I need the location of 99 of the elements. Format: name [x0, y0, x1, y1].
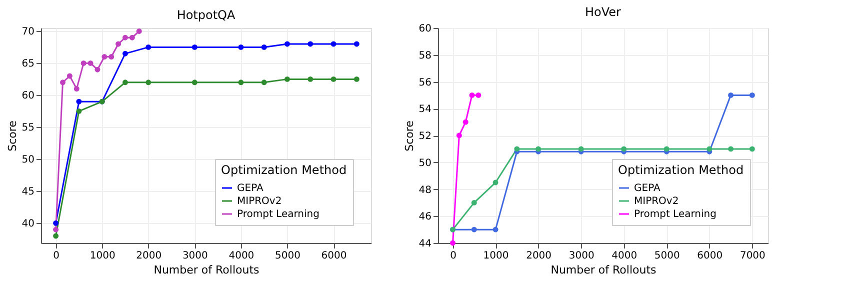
point: [53, 226, 59, 232]
x-tick-label: 7000: [740, 250, 766, 262]
point: [471, 200, 477, 206]
y-tick-label: 45: [22, 186, 34, 198]
y-tick-label: 60: [22, 90, 34, 102]
point: [146, 44, 152, 50]
point: [308, 76, 314, 82]
point: [261, 80, 267, 86]
point: [330, 76, 336, 82]
legend-label: Prompt Learning: [237, 209, 320, 220]
point: [578, 146, 584, 152]
point: [308, 41, 314, 47]
point: [492, 180, 498, 186]
point: [749, 92, 755, 98]
chart-title: HotpotQA: [176, 8, 236, 22]
legend-label: MIPROv2: [634, 196, 679, 207]
point: [469, 92, 475, 98]
point: [192, 80, 198, 86]
point: [108, 54, 114, 60]
x-tick-label: 6000: [321, 250, 347, 262]
legend-label: GEPA: [634, 183, 660, 194]
y-tick-label: 44: [418, 238, 432, 250]
point: [354, 76, 360, 82]
y-tick-label: 50: [418, 158, 432, 169]
x-axis-title: Number of Rollouts: [154, 264, 260, 276]
point: [53, 233, 59, 239]
y-tick-label: 56: [418, 77, 432, 88]
point: [621, 146, 627, 152]
legend-label: Prompt Learning: [634, 209, 716, 220]
x-tick-label: 5000: [654, 250, 680, 262]
point: [53, 220, 59, 226]
x-tick-label: 3000: [568, 250, 594, 262]
point: [146, 80, 152, 86]
x-tick-label: 3000: [182, 250, 208, 262]
point: [192, 44, 198, 50]
point: [261, 44, 267, 50]
point: [706, 146, 712, 152]
point: [116, 41, 122, 47]
point: [94, 66, 100, 72]
y-tick-label: 40: [22, 218, 34, 230]
y-tick-label: 65: [22, 58, 34, 70]
point: [284, 41, 290, 47]
point: [471, 226, 477, 232]
y-axis-title: Score: [6, 120, 19, 152]
point: [728, 92, 734, 98]
point: [66, 73, 72, 79]
x-tick-label: 1000: [90, 250, 116, 262]
point: [492, 226, 498, 232]
x-tick-label: 5000: [275, 250, 300, 262]
y-tick-label: 50: [22, 154, 34, 166]
y-axis-title: Score: [402, 120, 416, 152]
legend-title: Optimization Method: [221, 163, 347, 177]
point: [664, 146, 670, 152]
x-tick-label: 2000: [526, 250, 552, 262]
y-tick-label: 55: [22, 122, 34, 134]
y-tick-label: 58: [418, 50, 432, 62]
x-tick-label: 0: [53, 250, 60, 262]
point: [476, 92, 482, 98]
point: [76, 108, 82, 114]
y-tick-label: 46: [418, 212, 432, 223]
x-tick-label: 4000: [228, 250, 254, 262]
point: [74, 86, 80, 92]
point: [122, 34, 128, 40]
point: [514, 146, 520, 152]
legend-label: MIPROv2: [237, 196, 282, 207]
point: [122, 50, 128, 56]
x-tick-label: 6000: [697, 250, 723, 262]
x-tick-label: 0: [450, 250, 456, 262]
point: [76, 98, 82, 104]
chart-title: HoVer: [585, 5, 622, 19]
point: [728, 146, 734, 152]
x-axis-title: Number of Rollouts: [550, 264, 657, 276]
legend-title: Optimization Method: [618, 163, 744, 177]
point: [456, 132, 462, 138]
y-tick-label: 60: [418, 24, 432, 34]
point: [284, 76, 290, 82]
point: [536, 146, 542, 152]
x-tick-label: 1000: [483, 250, 509, 262]
point: [450, 240, 456, 246]
point: [354, 41, 360, 47]
point: [102, 54, 108, 60]
point: [462, 119, 468, 125]
point: [80, 60, 86, 66]
point: [749, 146, 755, 152]
legend-label: GEPA: [237, 183, 264, 194]
point: [60, 80, 66, 86]
y-tick-label: 48: [418, 184, 432, 196]
y-tick-label: 70: [22, 26, 34, 38]
point: [129, 34, 135, 40]
point: [330, 41, 336, 47]
x-tick-label: 2000: [136, 250, 162, 262]
point: [88, 60, 94, 66]
x-tick-label: 4000: [612, 250, 638, 262]
y-tick-label: 54: [418, 104, 432, 116]
point: [238, 44, 244, 50]
point: [136, 28, 142, 34]
point: [122, 80, 128, 86]
y-tick-label: 52: [418, 131, 432, 142]
point: [238, 80, 244, 86]
